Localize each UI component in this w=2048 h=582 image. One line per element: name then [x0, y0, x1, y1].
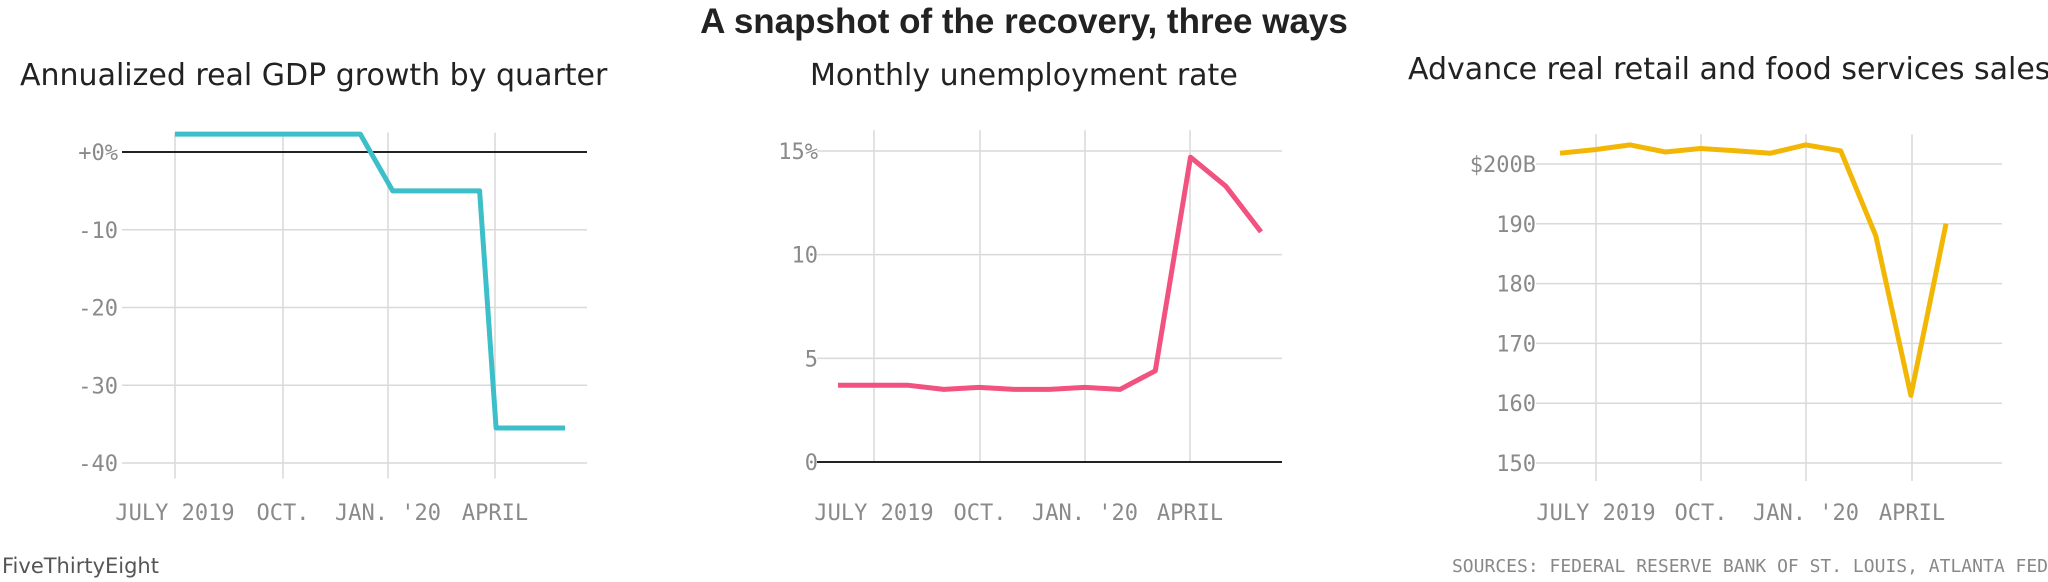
series-line: [175, 131, 565, 431]
unemployment-panel-title: Monthly unemployment rate: [810, 58, 1238, 93]
y-tick-label: 15%: [778, 140, 818, 165]
brand-logo: FiveThirtyEight: [2, 554, 159, 578]
x-tick-label: APRIL: [1157, 501, 1223, 526]
chart-panel-0: +0% -10 -20 -30 -40 JULY 2019 OCT. JAN. '20 APRI…: [78, 131, 587, 526]
y-tick-label: 180: [1496, 273, 1536, 298]
x-tick-label: JULY 2019: [814, 501, 933, 526]
y-tick-label: -30: [78, 374, 118, 399]
y-tick-label: +0%: [78, 141, 118, 166]
x-tick-label: JAN. '20: [1032, 501, 1138, 526]
gdp-panel-title: Annualized real GDP growth by quarter: [20, 58, 608, 93]
x-tick-label: JAN. '20: [335, 501, 441, 526]
y-tick-label: -40: [78, 452, 118, 477]
series-line: [1559, 142, 1949, 398]
y-tick-label: $200B: [1470, 153, 1536, 178]
chart-panel-1: 15% 10 5 0 JULY 2019 OCT. JAN. '20 APRIL: [778, 130, 1282, 526]
source-note: SOURCES: FEDERAL RESERVE BANK OF ST. LOU…: [1451, 556, 2048, 577]
x-tick-label: OCT.: [257, 501, 310, 526]
y-tick-label: 190: [1496, 213, 1536, 238]
x-tick-label: OCT.: [954, 501, 1007, 526]
x-tick-label: APRIL: [462, 501, 528, 526]
y-tick-label: -10: [78, 219, 118, 244]
y-tick-label: 170: [1496, 332, 1536, 357]
y-tick-label: 10: [792, 244, 819, 269]
x-tick-label: APRIL: [1879, 501, 1945, 526]
retail-panel-title: Advance real retail and food services sa…: [1408, 52, 2048, 87]
series-line: [838, 154, 1263, 392]
main-title: A snapshot of the recovery, three ways: [700, 2, 1348, 41]
x-tick-label: JULY 2019: [1536, 501, 1655, 526]
x-tick-label: JULY 2019: [115, 501, 234, 526]
y-tick-label: 5: [805, 347, 818, 372]
x-tick-label: OCT.: [1675, 501, 1728, 526]
x-tick-label: JAN. '20: [1753, 501, 1859, 526]
y-tick-label: 0: [805, 451, 818, 476]
y-tick-label: -20: [78, 297, 118, 322]
y-tick-label: 160: [1496, 392, 1536, 417]
y-tick-label: 150: [1496, 452, 1536, 477]
